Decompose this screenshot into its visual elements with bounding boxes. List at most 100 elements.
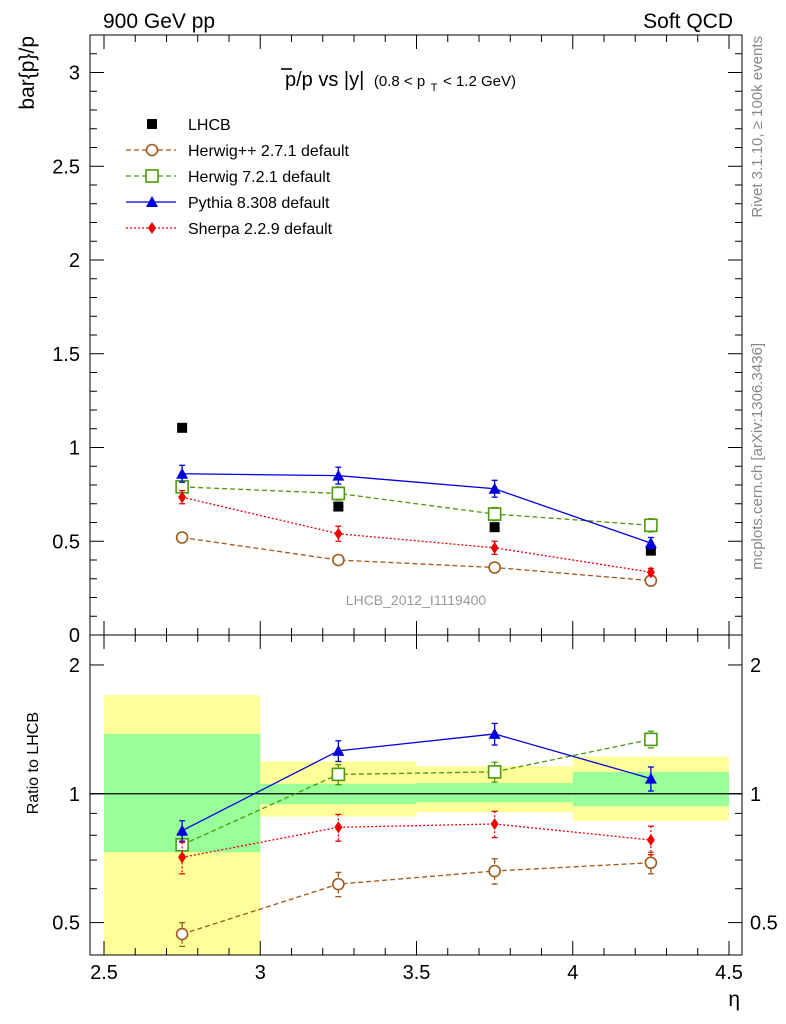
legend-label-herwig-2-7-1-default: Herwig++ 2.7.1 default xyxy=(188,143,350,160)
main-point-pythia-8-308-default xyxy=(176,467,189,479)
main-point-herwig-2-7-1-default xyxy=(332,553,345,567)
main-point-pythia-8-308-default xyxy=(644,537,657,549)
header-right: Soft QCD xyxy=(643,10,733,33)
ratio-y-tick-label-right: 2 xyxy=(750,655,761,677)
chart-title-range-prefix: (0.8 < p xyxy=(374,73,425,90)
ratio-x-tick-label: 3 xyxy=(255,962,266,984)
main-point-herwig-7-2-1-default xyxy=(644,518,658,533)
main-data-layer xyxy=(175,422,658,587)
ratio-series-sherpa-2-2-9-default xyxy=(178,810,655,875)
ratio-y-tick-label-right: 0.5 xyxy=(750,913,778,935)
main-point-sherpa-2-2-9-default xyxy=(646,566,655,579)
ratio-point-herwig-7-2-1-default xyxy=(487,765,502,779)
ratio-y-axis-label: Ratio to LHCB xyxy=(25,712,42,814)
ratio-point-pythia-8-308-default xyxy=(332,744,345,756)
chart-title-range-sub: T xyxy=(431,82,438,94)
main-y-tick-label: 1.5 xyxy=(52,344,80,366)
ratio-y-tick-labels: 0.5 0.5 1 1 2 2 xyxy=(52,655,778,935)
ratio-y-tick-label: 0.5 xyxy=(52,913,80,935)
legend-marker-lhcb xyxy=(147,119,157,129)
legend-marker-pythia-8-308-default xyxy=(146,196,158,207)
main-series-herwig-7-2-1-default xyxy=(175,480,658,533)
main-line-herwig-7-2-1-default xyxy=(182,486,651,526)
main-ticks xyxy=(90,34,742,636)
main-series-herwig-2-7-1-default xyxy=(175,531,658,587)
ratio-line-herwig-7-2-1-default xyxy=(181,738,652,846)
ratio-y-tick-label-right: 1 xyxy=(750,784,761,806)
legend-marker-herwig-2-7-1-default xyxy=(145,143,159,157)
main-point-lhcb xyxy=(333,501,344,512)
main-y-tick-label: 1 xyxy=(69,438,80,460)
ratio-line-herwig-2-7-1-default xyxy=(181,862,651,935)
chart-title-range-suffix: < 1.2 GeV) xyxy=(443,73,516,90)
legend-label-sherpa-2-2-9-default: Sherpa 2.2.9 default xyxy=(188,221,333,238)
legend-label-pythia-8-308-default: Pythia 8.308 default xyxy=(188,195,330,212)
legend: LHCB Herwig++ 2.7.1 default Herwig 7.2.1 d… xyxy=(126,117,350,238)
header-left: 900 GeV pp xyxy=(103,10,215,33)
main-point-herwig-7-2-1-default xyxy=(331,486,346,501)
ratio-series-pythia-8-308-default xyxy=(176,722,657,842)
mcplots-label: mcplots.cern.ch [arXiv:1306.3436] xyxy=(749,343,766,570)
ratio-y-tick-label: 1 xyxy=(69,784,80,806)
ratio-line-pythia-8-308-default xyxy=(181,733,652,832)
main-point-lhcb xyxy=(489,522,500,533)
svg-text:p/p vs |y| (0.8 < p: p/p vs |y| (0.8 < p T < 1.2 GeV) xyxy=(285,69,516,96)
main-point-herwig-2-7-1-default xyxy=(175,531,189,544)
ratio-panel: 0.5 0.5 1 1 2 2 2.5 3 3.5 4 4.5 Ratio to LHCB η xyxy=(25,634,778,1011)
legend-entry-herwig-2-7-1-default: Herwig++ 2.7.1 default xyxy=(126,143,350,160)
main-series-lhcb xyxy=(177,422,656,556)
ratio-point-sherpa-2-2-9-default xyxy=(646,833,655,846)
main-y-tick-label: 0.5 xyxy=(52,531,80,553)
main-point-herwig-2-7-1-default xyxy=(488,561,501,574)
legend-entry-herwig-7-2-1-default: Herwig 7.2.1 default xyxy=(126,169,331,186)
chart-title-main: p/p vs |y| xyxy=(285,69,364,91)
ratio-data-layer xyxy=(175,722,658,948)
main-y-tick-labels: 0 0.5 1 1.5 2 2.5 3 xyxy=(52,63,80,648)
ratio-point-herwig-2-7-1-default xyxy=(488,864,501,878)
main-y-tick-label: 2 xyxy=(69,250,80,272)
ratio-frame xyxy=(89,634,743,956)
main-panel: 0 0.5 1 1.5 2 2.5 3 bar{p}/p p/p vs |y| (0.8 <… xyxy=(16,34,743,648)
main-y-tick-label: 0 xyxy=(69,625,80,647)
watermark-label: LHCB_2012_I1119400 xyxy=(346,592,487,608)
ratio-x-tick-labels: 2.5 3 3.5 4 4.5 xyxy=(90,962,743,984)
main-line-sherpa-2-2-9-default xyxy=(181,496,651,573)
ratio-point-pythia-8-308-default xyxy=(176,824,189,836)
legend-entry-lhcb: LHCB xyxy=(147,117,231,134)
main-point-lhcb xyxy=(645,545,656,556)
ratio-x-tick-label: 3.5 xyxy=(403,962,431,984)
main-y-tick-label: 3 xyxy=(69,63,80,85)
main-line-herwig-2-7-1-default xyxy=(182,536,651,582)
ratio-point-pythia-8-308-default xyxy=(488,727,501,739)
legend-entry-sherpa-2-2-9-default: Sherpa 2.2.9 default xyxy=(126,221,333,238)
ratio-x-tick-label: 4.5 xyxy=(715,962,743,984)
chart-title: p/p vs |y| (0.8 < p T < 1.2 GeV) xyxy=(281,68,516,96)
ratio-y-tick-label: 2 xyxy=(69,655,80,677)
ratio-band-stat xyxy=(416,782,573,803)
ratio-series-herwig-2-7-1-default xyxy=(175,851,658,948)
ratio-x-tick-label: 2.5 xyxy=(90,962,118,984)
ratio-point-herwig-2-7-1-default xyxy=(644,856,658,870)
ratio-x-axis-label: η xyxy=(728,988,740,1011)
ratio-point-herwig-7-2-1-default xyxy=(331,767,346,782)
main-point-lhcb xyxy=(177,422,188,433)
ratio-point-pythia-8-308-default xyxy=(644,772,657,784)
main-point-herwig-7-2-1-default xyxy=(487,507,502,521)
ratio-point-sherpa-2-2-9-default xyxy=(178,851,187,864)
rivet-version-label: Rivet 3.1.10, ≥ 100k events xyxy=(749,36,766,218)
main-series-pythia-8-308-default xyxy=(176,464,657,550)
main-point-pythia-8-308-default xyxy=(488,482,501,494)
main-y-tick-label: 2.5 xyxy=(52,156,80,178)
ratio-line-sherpa-2-2-9-default xyxy=(182,823,651,859)
main-line-pythia-8-308-default xyxy=(182,473,652,544)
ratio-point-herwig-7-2-1-default xyxy=(644,732,658,747)
main-point-sherpa-2-2-9-default xyxy=(178,491,187,504)
ratio-point-sherpa-2-2-9-default xyxy=(334,821,343,834)
legend-label-lhcb: LHCB xyxy=(188,117,231,134)
ratio-point-herwig-2-7-1-default xyxy=(175,927,189,941)
main-point-pythia-8-308-default xyxy=(332,469,345,481)
main-point-sherpa-2-2-9-default xyxy=(490,541,499,554)
ratio-ticks xyxy=(90,635,742,955)
legend-entry-pythia-8-308-default: Pythia 8.308 default xyxy=(126,195,330,212)
